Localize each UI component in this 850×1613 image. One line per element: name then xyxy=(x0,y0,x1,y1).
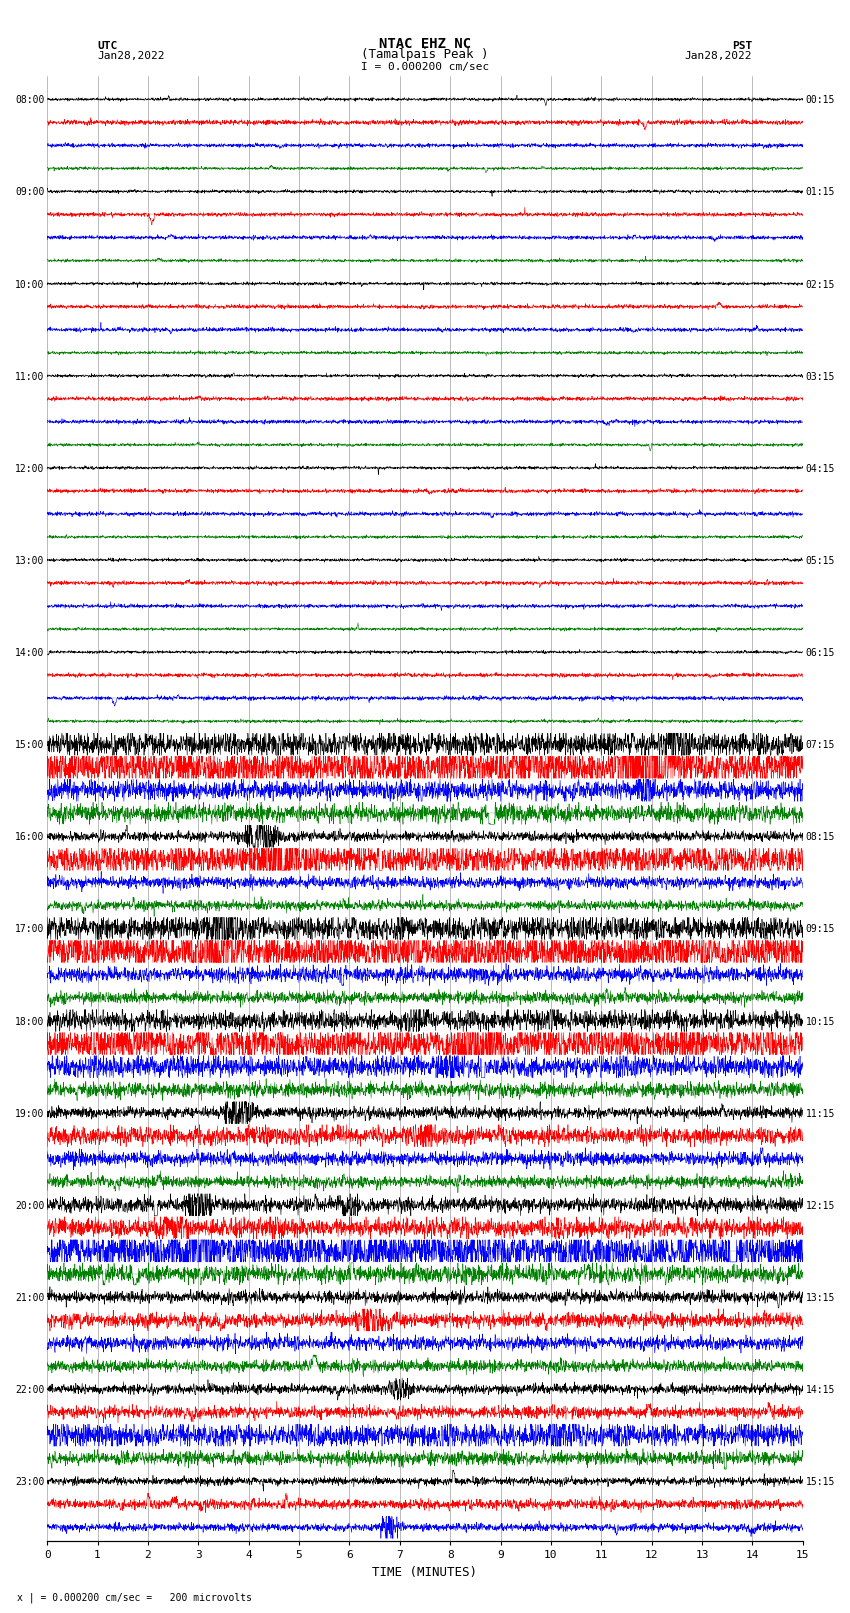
Text: x | = 0.000200 cm/sec =   200 microvolts: x | = 0.000200 cm/sec = 200 microvolts xyxy=(17,1592,252,1603)
X-axis label: TIME (MINUTES): TIME (MINUTES) xyxy=(372,1566,478,1579)
Text: NTAC EHZ NC: NTAC EHZ NC xyxy=(379,37,471,50)
Text: (Tamalpais Peak ): (Tamalpais Peak ) xyxy=(361,48,489,61)
Text: Jan28,2022: Jan28,2022 xyxy=(685,52,752,61)
Text: Jan28,2022: Jan28,2022 xyxy=(98,52,165,61)
Text: I = 0.000200 cm/sec: I = 0.000200 cm/sec xyxy=(361,61,489,71)
Text: PST: PST xyxy=(732,40,752,50)
Text: UTC: UTC xyxy=(98,40,118,50)
